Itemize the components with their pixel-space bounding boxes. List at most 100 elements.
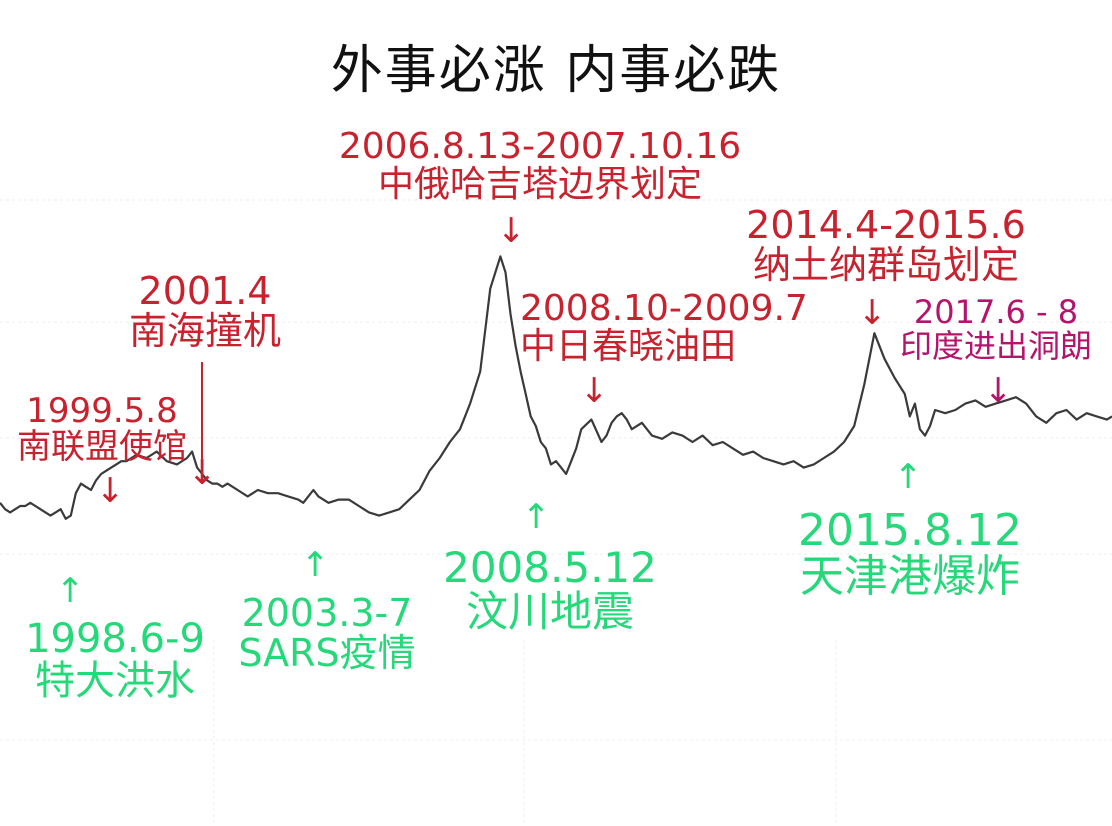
data-point [34, 505, 36, 507]
data-point [479, 371, 481, 373]
annotation-date: 2003.3-7 [241, 591, 413, 635]
data-point [712, 444, 714, 446]
data-point [975, 399, 977, 401]
data-point [408, 499, 410, 501]
annotation-date: 2008.10-2009.7 [520, 288, 808, 329]
annotation-event: 中俄哈吉塔边界划定 [377, 163, 702, 205]
data-point [50, 515, 52, 517]
data-point [1086, 412, 1088, 414]
data-point [65, 518, 67, 520]
data-point [515, 345, 517, 347]
annotation-2008-oilfield: 2008.10-2009.7 中日春晓油田 [520, 290, 820, 366]
data-point [287, 495, 289, 497]
data-point [863, 383, 865, 385]
data-point [14, 508, 16, 510]
data-point [919, 428, 921, 430]
data-point [307, 495, 309, 497]
data-point [823, 457, 825, 459]
data-point [580, 428, 582, 430]
data-point [762, 457, 764, 459]
data-point [39, 508, 41, 510]
annotation-event: 印度进出洞朗 [899, 326, 1092, 365]
data-point [560, 467, 562, 469]
data-point [575, 447, 577, 449]
annotation-date: 2015.8.12 [798, 505, 1022, 556]
data-point [45, 511, 47, 513]
data-point [302, 502, 304, 504]
data-point [247, 495, 249, 497]
data-point [257, 489, 259, 491]
data-point [1035, 415, 1037, 417]
data-point [110, 467, 112, 469]
data-point [783, 463, 785, 465]
annotation-event: 中日春晓油田 [520, 325, 737, 367]
data-point [216, 483, 218, 485]
data-point [540, 441, 542, 443]
arrow-down-icon: ↓ [858, 293, 887, 333]
data-point [317, 495, 319, 497]
data-point [843, 441, 845, 443]
data-point [510, 313, 512, 315]
data-point [1025, 403, 1027, 405]
series-line [0, 255, 1112, 520]
data-point [964, 403, 966, 405]
annotation-event: 特大洪水 [35, 658, 195, 704]
annotation-date: 1998.6-9 [25, 616, 205, 662]
series-layer [0, 255, 1112, 520]
data-point [934, 409, 936, 411]
arrow-up-icon: ↑ [894, 457, 923, 497]
data-point [641, 422, 643, 424]
data-point [505, 271, 507, 273]
data-point [1015, 396, 1017, 398]
data-point [590, 419, 592, 421]
data-point [813, 463, 815, 465]
arrow-down-icon: ↓ [580, 371, 609, 411]
data-point [732, 447, 734, 449]
data-point [1096, 415, 1098, 417]
data-point [722, 441, 724, 443]
data-point [439, 457, 441, 459]
data-point [277, 492, 279, 494]
annotation-leader-line [201, 362, 203, 480]
data-point [60, 508, 62, 510]
data-point [671, 431, 673, 433]
data-point [621, 412, 623, 414]
data-point [681, 435, 683, 437]
data-point [75, 492, 77, 494]
data-point [570, 460, 572, 462]
data-point [388, 511, 390, 513]
data-point [24, 505, 26, 507]
annotation-date: 2014.4-2015.6 [746, 203, 1026, 247]
annotation-event: SARS疫情 [238, 630, 416, 675]
data-point [348, 499, 350, 501]
data-point [803, 467, 805, 469]
data-point [1076, 419, 1078, 421]
data-point [525, 393, 527, 395]
data-point [237, 489, 239, 491]
data-point [1066, 409, 1068, 411]
data-point [312, 489, 314, 491]
arrow-up-icon: ↑ [522, 497, 551, 537]
arrow-down-icon: ↓ [96, 471, 125, 511]
annotation-2015-tianjin: 2015.8.12 天津港爆炸 [780, 505, 1040, 600]
data-point [944, 412, 946, 414]
data-point [398, 508, 400, 510]
arrow-down-icon: ↓ [497, 211, 526, 251]
annotation-event: 纳土纳群岛划定 [752, 242, 1019, 287]
data-point [90, 489, 92, 491]
data-point [606, 435, 608, 437]
annotation-2003-sars: 2003.3-7 SARS疫情 [222, 591, 432, 675]
data-point [19, 505, 21, 507]
data-point [85, 486, 87, 488]
data-point [772, 460, 774, 462]
data-point [4, 508, 6, 510]
annotation-date: 2008.5.12 [443, 543, 657, 592]
data-point [626, 419, 628, 421]
data-point [378, 515, 380, 517]
data-point [1055, 412, 1057, 414]
data-point [702, 435, 704, 437]
annotation-2006-border: 2006.8.13-2007.10.16 中俄哈吉塔边界划定 [330, 128, 750, 204]
data-point [221, 486, 223, 488]
annotation-2017-doklam: 2017.6 - 8 印度进出洞朗 [886, 295, 1106, 365]
